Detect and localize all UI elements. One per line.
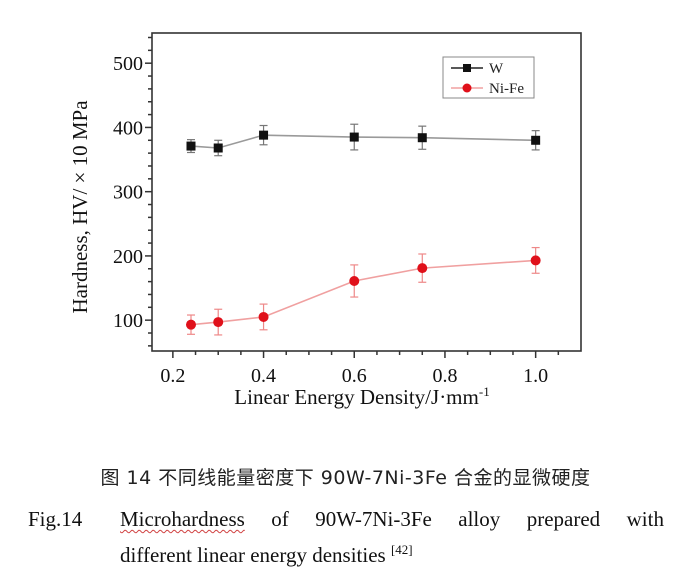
x-tick-label: 0.6 xyxy=(342,365,367,387)
data-point xyxy=(349,132,359,142)
data-point xyxy=(259,130,269,140)
data-point xyxy=(186,319,196,330)
legend-box xyxy=(442,56,535,99)
caption-english: Fig.14 Microhardness of 90W-7Ni-3Fe allo… xyxy=(28,507,664,568)
data-point xyxy=(417,263,428,274)
series-line xyxy=(190,134,536,149)
data-point xyxy=(531,135,541,145)
y-tick-label: 500 xyxy=(113,53,143,75)
series-ni-fe xyxy=(186,246,541,336)
data-point xyxy=(258,311,269,322)
y-tick-label: 100 xyxy=(113,310,143,332)
y-tick-label: 300 xyxy=(113,182,143,204)
x-axis-title: Linear Energy Density/J·mm-1 xyxy=(234,384,489,409)
data-point xyxy=(349,275,360,286)
x-tick-label: 0.4 xyxy=(251,365,276,387)
caption-reference: [42] xyxy=(390,542,413,557)
legend: W Ni-Fe xyxy=(442,56,535,99)
caption-word: alloy xyxy=(458,507,501,531)
caption-line-2-text: different linear energy densities xyxy=(120,543,391,567)
x-tick-label: 1.0 xyxy=(523,365,548,387)
x-tick-label: 0.8 xyxy=(432,365,457,387)
caption-line-2: different linear energy densities [42] xyxy=(120,542,664,568)
caption-word: Microhardness xyxy=(120,507,245,531)
hardness-chart: 0.2 0.4 0.6 0.8 1.0 100 200 300 400 500 W Ni-Fe L… xyxy=(68,32,582,409)
x-axis-title-text: Linear Energy Density/J·mm xyxy=(234,385,479,409)
data-point xyxy=(417,133,427,143)
caption-line-1: Microhardness of 90W-7Ni-3Fe alloy prepa… xyxy=(120,507,664,532)
data-point xyxy=(530,255,541,266)
caption-chinese: 图 14 不同线能量密度下 90W-7Ni-3Fe 合金的显微硬度 xyxy=(100,467,591,489)
series-line xyxy=(190,259,536,326)
x-axis: 0.2 0.4 0.6 0.8 1.0 xyxy=(160,351,560,387)
caption-word: prepared xyxy=(526,507,601,531)
legend-marker xyxy=(463,64,471,72)
caption-word: 90W-7Ni-3Fe xyxy=(315,507,432,531)
data-point xyxy=(213,317,224,328)
y-axis-title: Hardness, HV/ × 10 MPa xyxy=(68,100,92,314)
legend-label: W xyxy=(489,61,504,77)
data-point xyxy=(186,141,196,151)
y-axis: 100 200 300 400 500 xyxy=(113,36,152,347)
caption-word: of xyxy=(271,507,289,531)
data-point xyxy=(213,143,223,153)
y-tick-label: 200 xyxy=(113,246,143,268)
x-tick-label: 0.2 xyxy=(160,365,185,387)
legend-marker xyxy=(462,83,472,93)
series-w xyxy=(186,123,541,157)
legend-label: Ni-Fe xyxy=(489,81,524,97)
caption-word: with xyxy=(626,507,664,531)
x-axis-title-superscript: -1 xyxy=(479,384,490,399)
caption-figure-label: Fig.14 xyxy=(28,507,83,531)
series-layer xyxy=(186,123,541,336)
y-tick-label: 400 xyxy=(113,117,143,139)
